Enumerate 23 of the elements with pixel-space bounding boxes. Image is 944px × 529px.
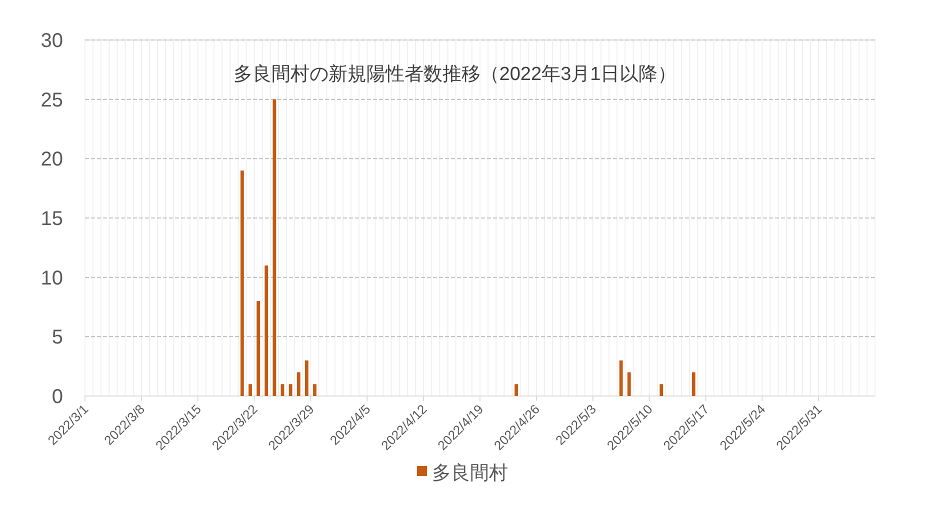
y-tick-label: 15 <box>40 208 63 230</box>
bar <box>313 384 316 396</box>
y-tick-label: 30 <box>40 30 63 52</box>
bar <box>240 170 244 396</box>
bar <box>248 384 252 396</box>
y-tick-label: 10 <box>40 267 63 290</box>
y-tick-label: 25 <box>40 89 63 112</box>
bar <box>660 384 664 396</box>
text: 多良間村の新規陽性者数推移（2022年3月1日以降） <box>233 63 677 85</box>
bar <box>296 372 300 396</box>
y-tick-label: 20 <box>40 148 63 171</box>
bar <box>627 372 631 396</box>
bar <box>514 384 518 396</box>
y-tick-label: 5 <box>52 326 63 349</box>
bar <box>692 372 696 396</box>
bar <box>272 99 276 396</box>
bar <box>304 360 308 396</box>
bar <box>256 301 260 396</box>
bar <box>619 360 623 396</box>
y-tick-label: 0 <box>52 386 63 408</box>
legend-label: 多良間村 <box>432 462 508 484</box>
bar <box>288 384 292 396</box>
bar <box>264 265 268 396</box>
